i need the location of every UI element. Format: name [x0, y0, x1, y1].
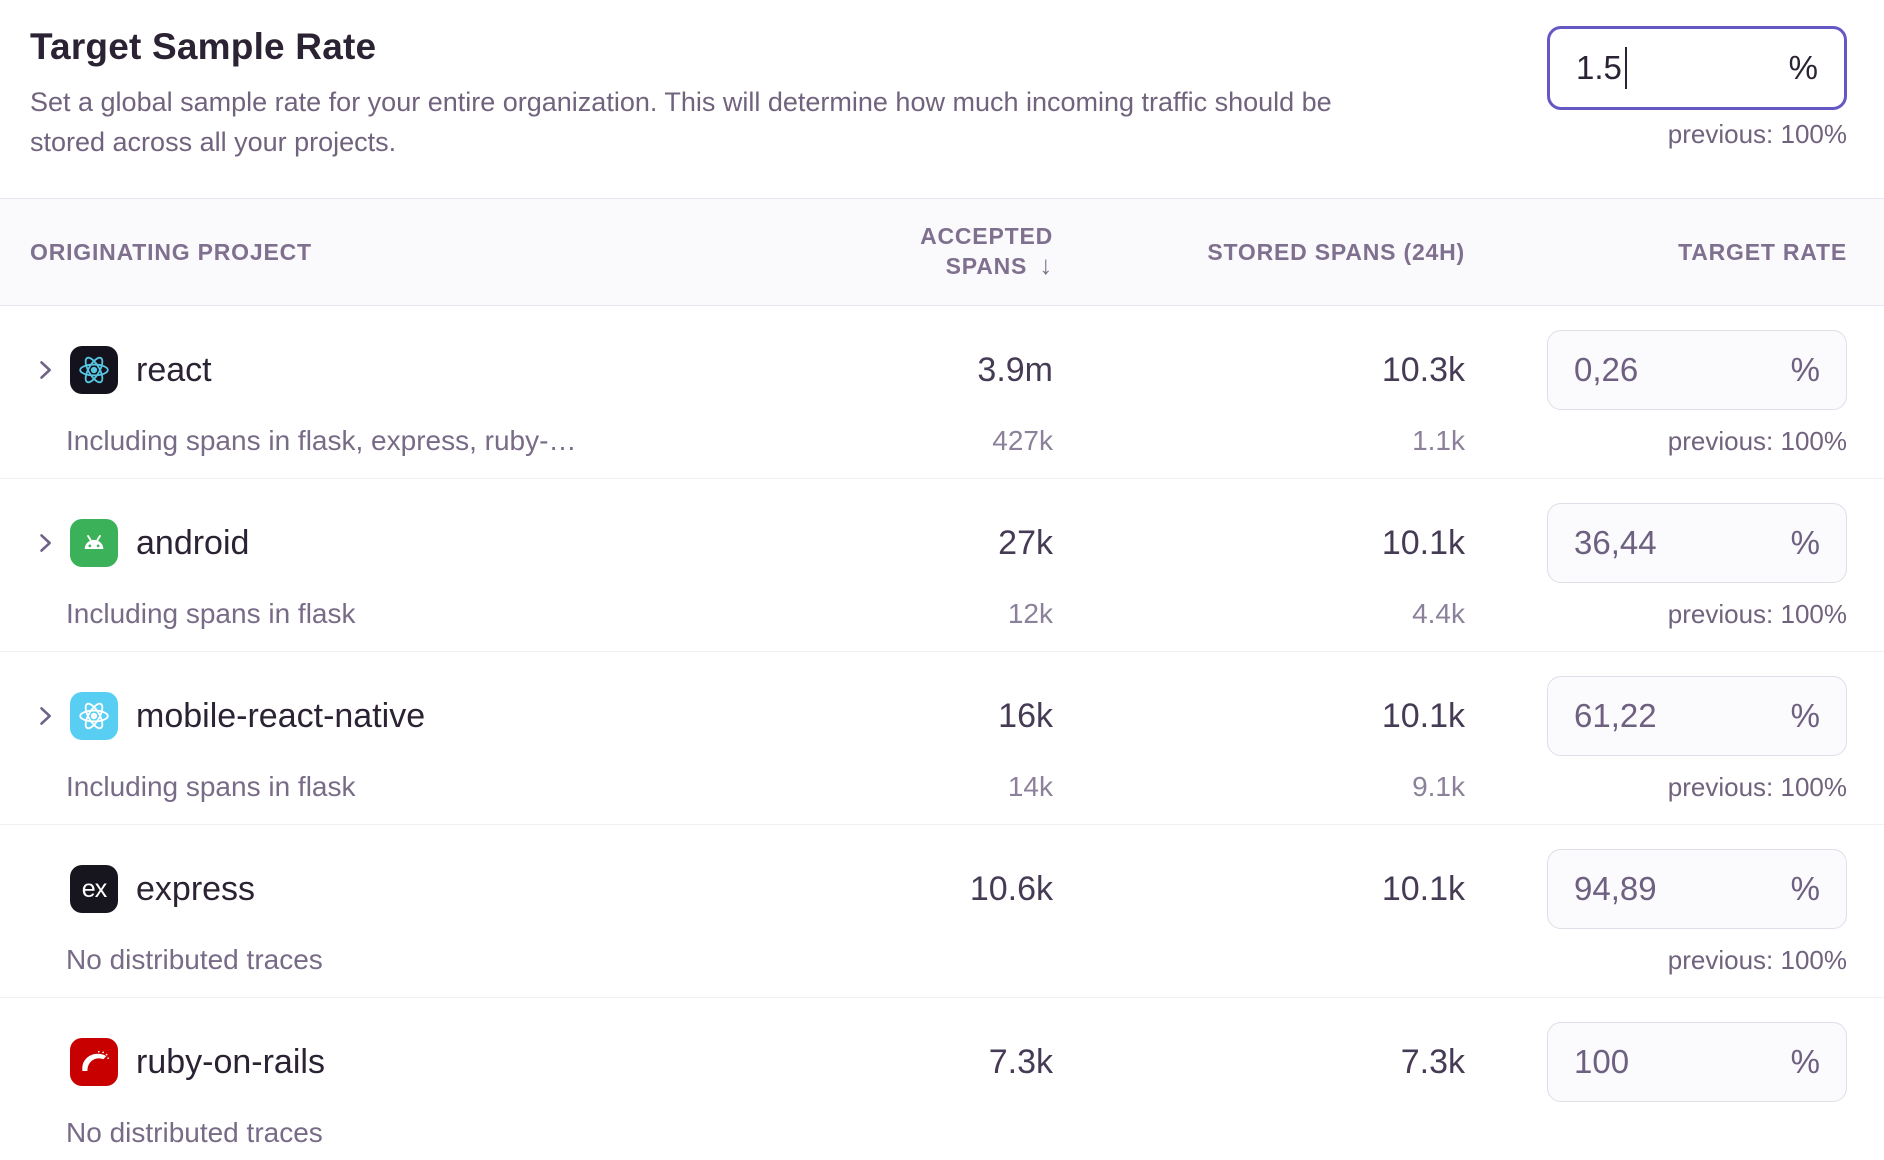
settings-header: Target Sample Rate Set a global sample r…: [0, 0, 1884, 162]
row-subtext: No distributed traces: [66, 1117, 323, 1148]
stored-spans-value: 10.1k: [1381, 523, 1465, 562]
global-rate-value-wrap: 1.5: [1576, 47, 1627, 89]
stored-spans-value: 7.3k: [1400, 1042, 1465, 1081]
target-rate-value: 61,22: [1574, 697, 1657, 734]
project-cell: ruby-on-rails: [30, 1038, 813, 1086]
table-row: android 27k 10.1k 36,44 % Including span…: [0, 479, 1884, 652]
stored-spans-value: 10.3k: [1381, 350, 1465, 389]
row-subtext: Including spans in flask: [66, 598, 356, 629]
table-row: ex express 10.6k 10.1k 94,89 % No distri…: [0, 825, 1884, 998]
target-rate-value: 94,89: [1574, 870, 1657, 907]
accepted-spans-value: 27k: [998, 523, 1053, 562]
percent-suffix: %: [1790, 697, 1820, 734]
expand-chevron-icon[interactable]: [30, 528, 60, 558]
row-subtext: Including spans in flask: [66, 771, 356, 802]
global-rate-value: 1.5: [1576, 49, 1622, 86]
project-name[interactable]: ruby-on-rails: [136, 1042, 325, 1081]
sort-descending-icon: ↓: [1039, 250, 1053, 280]
header-text-block: Target Sample Rate Set a global sample r…: [30, 26, 1390, 162]
accepted-spans-subvalue: 14k: [1007, 771, 1053, 802]
ruby-on-rails-icon: [70, 1038, 118, 1086]
global-sample-rate-input[interactable]: 1.5 %: [1547, 26, 1847, 110]
row-subtext: Including spans in flask, express, ruby-…: [66, 425, 577, 456]
accepted-spans-subvalue: 12k: [1007, 598, 1053, 629]
global-previous-rate: previous: 100%: [1667, 119, 1847, 149]
previous-rate: previous: 100%: [1667, 944, 1847, 975]
accepted-spans-value: 10.6k: [969, 869, 1053, 908]
react-icon: [70, 346, 118, 394]
project-cell: android: [30, 519, 813, 567]
target-rate-input[interactable]: 0,26 %: [1547, 330, 1847, 410]
project-name[interactable]: express: [136, 869, 256, 908]
table-header: Originating Project Accepted Spans ↓ Stor…: [0, 198, 1884, 306]
column-accepted-spans[interactable]: Accepted Spans ↓: [920, 223, 1053, 280]
accepted-spans-value: 3.9m: [977, 350, 1053, 389]
target-rate-input[interactable]: 100 %: [1547, 1022, 1847, 1102]
target-rate-value: 0,26: [1574, 351, 1639, 388]
project-name[interactable]: react: [136, 350, 212, 389]
target-rate-input[interactable]: 36,44 %: [1547, 503, 1847, 583]
accepted-spans-value: 16k: [998, 696, 1053, 735]
target-rate-input[interactable]: 61,22 %: [1547, 676, 1847, 756]
page-title: Target Sample Rate: [30, 26, 377, 67]
global-rate-block: 1.5 % previous: 100%: [1547, 26, 1847, 150]
express-icon: ex: [70, 865, 118, 913]
stored-spans-value: 10.1k: [1381, 869, 1465, 908]
column-originating-project: Originating Project: [30, 238, 312, 265]
stored-spans-subvalue: 4.4k: [1412, 598, 1465, 629]
accepted-spans-subvalue: 427k: [992, 425, 1053, 456]
stored-spans-subvalue: 1.1k: [1412, 425, 1465, 456]
project-name[interactable]: mobile-react-native: [136, 696, 426, 735]
stored-spans-subvalue: 9.1k: [1412, 771, 1465, 802]
previous-rate: previous: 100%: [1667, 771, 1847, 802]
android-icon: [70, 519, 118, 567]
target-rate-value: 36,44: [1574, 524, 1657, 561]
previous-rate: previous: 100%: [1667, 425, 1847, 456]
react-native-icon: [70, 692, 118, 740]
percent-suffix: %: [1790, 1043, 1820, 1080]
expand-chevron-icon[interactable]: [30, 701, 60, 731]
target-rate-value: 100: [1574, 1043, 1630, 1080]
table-row: mobile-react-native 16k 10.1k 61,22 % In…: [0, 652, 1884, 825]
stored-spans-value: 10.1k: [1381, 696, 1465, 735]
table-row: ruby-on-rails 7.3k 7.3k 100 % No distrib…: [0, 998, 1884, 1160]
row-subtext: No distributed traces: [66, 944, 323, 975]
project-cell: mobile-react-native: [30, 692, 813, 740]
table-row: react 3.9m 10.3k 0,26 % Including spans …: [0, 306, 1884, 479]
percent-suffix: %: [1790, 870, 1820, 907]
column-target-rate: Target Rate: [1678, 238, 1847, 265]
expand-chevron-icon[interactable]: [30, 355, 60, 385]
project-cell: react: [30, 346, 813, 394]
percent-suffix: %: [1790, 351, 1820, 388]
project-cell: ex express: [30, 865, 813, 913]
target-rate-input[interactable]: 94,89 %: [1547, 849, 1847, 929]
text-cursor: [1624, 47, 1627, 89]
percent-suffix: %: [1790, 524, 1820, 561]
column-stored-spans: Stored Spans (24h): [1207, 238, 1465, 265]
page-description: Set a global sample rate for your entire…: [30, 87, 1332, 157]
project-name[interactable]: android: [136, 523, 250, 562]
previous-rate: previous: 100%: [1667, 598, 1847, 629]
percent-suffix: %: [1788, 49, 1818, 86]
accepted-spans-value: 7.3k: [988, 1042, 1053, 1081]
